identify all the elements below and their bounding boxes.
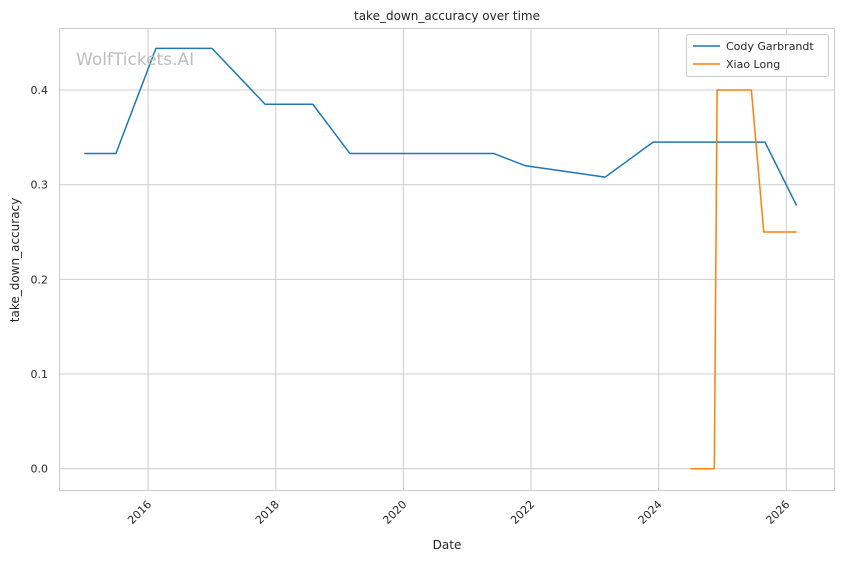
series-line-cody-garbrandt <box>84 47 798 206</box>
series-lines <box>84 47 798 470</box>
watermark-text: WolfTickets.AI <box>76 50 194 70</box>
y-axis-title: take_down_accuracy <box>8 198 22 322</box>
plot-frame <box>59 28 835 491</box>
y-tick-label: 0.2 <box>31 273 49 286</box>
x-axis-title: Date <box>433 538 462 552</box>
y-tick-label: 0.0 <box>31 463 49 476</box>
chart-title: take_down_accuracy over time <box>354 9 540 23</box>
legend-label-xiao-long: Xiao Long <box>726 58 780 71</box>
y-tick-label: 0.4 <box>31 84 49 97</box>
y-tick-label: 0.3 <box>31 179 49 192</box>
grid <box>60 29 834 490</box>
legend-label-cody-garbrandt: Cody Garbrandt <box>726 40 814 53</box>
y-tick-label: 0.1 <box>31 368 49 381</box>
legend: Cody Garbrandt Xiao Long <box>686 34 829 77</box>
series-line-xiao-long <box>690 89 797 470</box>
legend-box <box>686 34 829 77</box>
y-tick-labels: 0.0 0.1 0.2 0.3 0.4 <box>31 84 49 476</box>
